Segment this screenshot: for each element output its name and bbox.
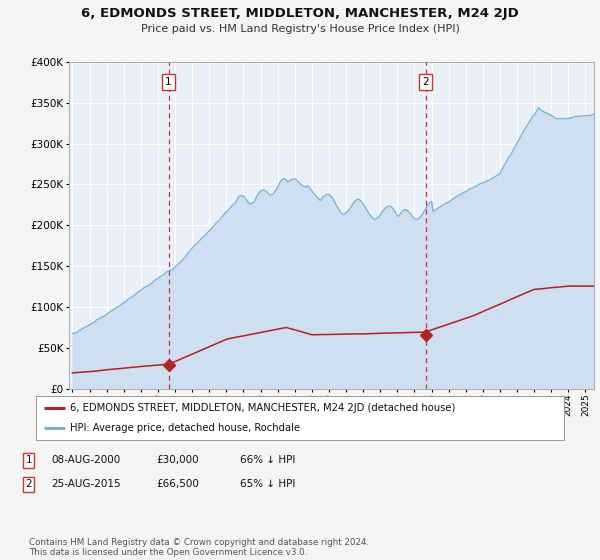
- Text: 6, EDMONDS STREET, MIDDLETON, MANCHESTER, M24 2JD: 6, EDMONDS STREET, MIDDLETON, MANCHESTER…: [81, 7, 519, 20]
- Text: £30,000: £30,000: [156, 455, 199, 465]
- Text: 1: 1: [165, 77, 172, 87]
- Text: 65% ↓ HPI: 65% ↓ HPI: [240, 479, 295, 489]
- Text: HPI: Average price, detached house, Rochdale: HPI: Average price, detached house, Roch…: [70, 423, 301, 433]
- Text: 08-AUG-2000: 08-AUG-2000: [51, 455, 120, 465]
- Text: 66% ↓ HPI: 66% ↓ HPI: [240, 455, 295, 465]
- Text: Contains HM Land Registry data © Crown copyright and database right 2024.
This d: Contains HM Land Registry data © Crown c…: [29, 538, 369, 557]
- Text: 2: 2: [422, 77, 429, 87]
- Text: 25-AUG-2015: 25-AUG-2015: [51, 479, 121, 489]
- Text: 1: 1: [25, 455, 32, 465]
- Text: 2: 2: [25, 479, 32, 489]
- Text: £66,500: £66,500: [156, 479, 199, 489]
- Text: Price paid vs. HM Land Registry's House Price Index (HPI): Price paid vs. HM Land Registry's House …: [140, 24, 460, 34]
- Text: 6, EDMONDS STREET, MIDDLETON, MANCHESTER, M24 2JD (detached house): 6, EDMONDS STREET, MIDDLETON, MANCHESTER…: [70, 403, 455, 413]
